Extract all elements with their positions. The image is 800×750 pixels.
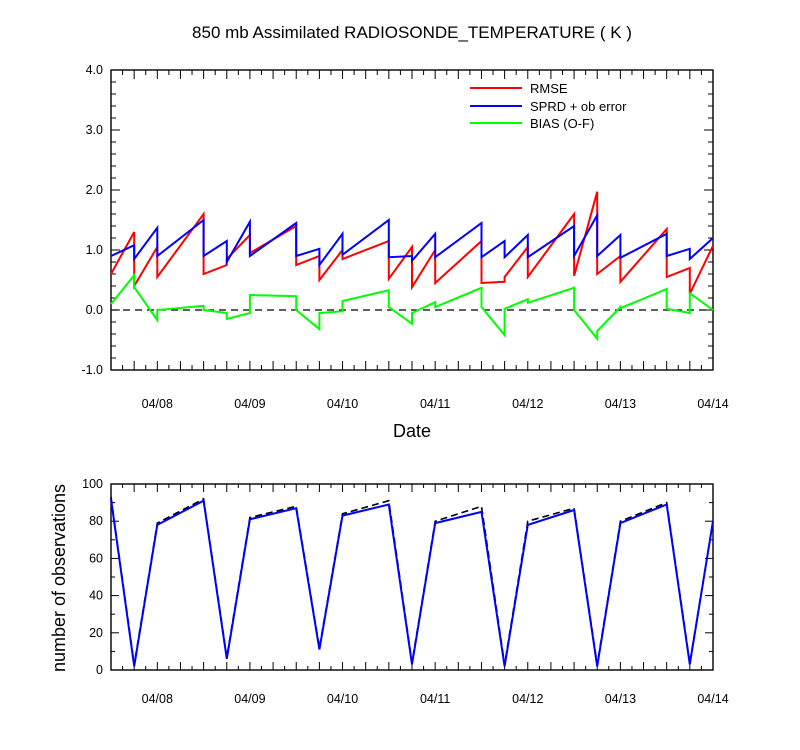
y-tick-label: 0.0 xyxy=(86,303,103,317)
y-tick-label: 20 xyxy=(89,626,103,640)
x-tick-label: 04/10 xyxy=(327,397,358,411)
x-tick-label: 04/14 xyxy=(697,397,728,411)
x-tick-label: 04/11 xyxy=(420,397,450,411)
x-tick-label: 04/11 xyxy=(420,692,450,706)
y-tick-label: 80 xyxy=(89,514,103,528)
y-tick-label: -1.0 xyxy=(81,363,103,377)
top-chart-panel: 4.0 3.0 2.0 1.0 0.0 -1.0 04/08 04/09 04/10 04/11 0… xyxy=(81,63,728,411)
x-tick-label: 04/13 xyxy=(605,397,636,411)
series-line-assimilated xyxy=(110,498,714,667)
y-tick-label: 100 xyxy=(82,477,103,491)
bottom-y-axis-title: number of observations xyxy=(49,484,69,672)
series-line-sprd-ob-error xyxy=(110,211,714,269)
x-tick-label: 04/09 xyxy=(234,397,265,411)
series-line-bias-o-f xyxy=(110,272,714,342)
x-tick-label: 04/08 xyxy=(142,397,173,411)
x-tick-label: 04/09 xyxy=(234,692,265,706)
x-tick-label: 04/12 xyxy=(512,397,543,411)
x-tick-label: 04/12 xyxy=(512,692,543,706)
x-tick-label: 04/14 xyxy=(697,692,728,706)
y-tick-label: 3.0 xyxy=(86,123,103,137)
top-x-axis-title: Date xyxy=(393,421,431,441)
legend-label-sprd-ob-error: SPRD + ob error xyxy=(530,99,627,114)
chart-title: 850 mb Assimilated RADIOSONDE_TEMPERATUR… xyxy=(192,23,632,42)
y-tick-label: 2.0 xyxy=(86,183,103,197)
legend-label-bias-o-f: BIAS (O-F) xyxy=(530,116,594,131)
plot-frame xyxy=(110,483,714,671)
y-tick-label: 1.0 xyxy=(86,243,103,257)
bottom-chart-panel: 0 20 40 60 80 100 04/08 04/09 04/10 04/11 04/12 04/… xyxy=(82,477,729,706)
x-tick-label: 04/13 xyxy=(605,692,636,706)
x-tick-label: 04/08 xyxy=(142,692,173,706)
series-line-rmse xyxy=(110,191,714,295)
y-tick-label: 40 xyxy=(89,589,103,603)
x-tick-label: 04/10 xyxy=(327,692,358,706)
y-tick-label: 60 xyxy=(89,551,103,565)
y-tick-label: 4.0 xyxy=(86,63,103,77)
legend-label-rmse: RMSE xyxy=(530,81,568,96)
y-tick-label: 0 xyxy=(96,663,103,677)
